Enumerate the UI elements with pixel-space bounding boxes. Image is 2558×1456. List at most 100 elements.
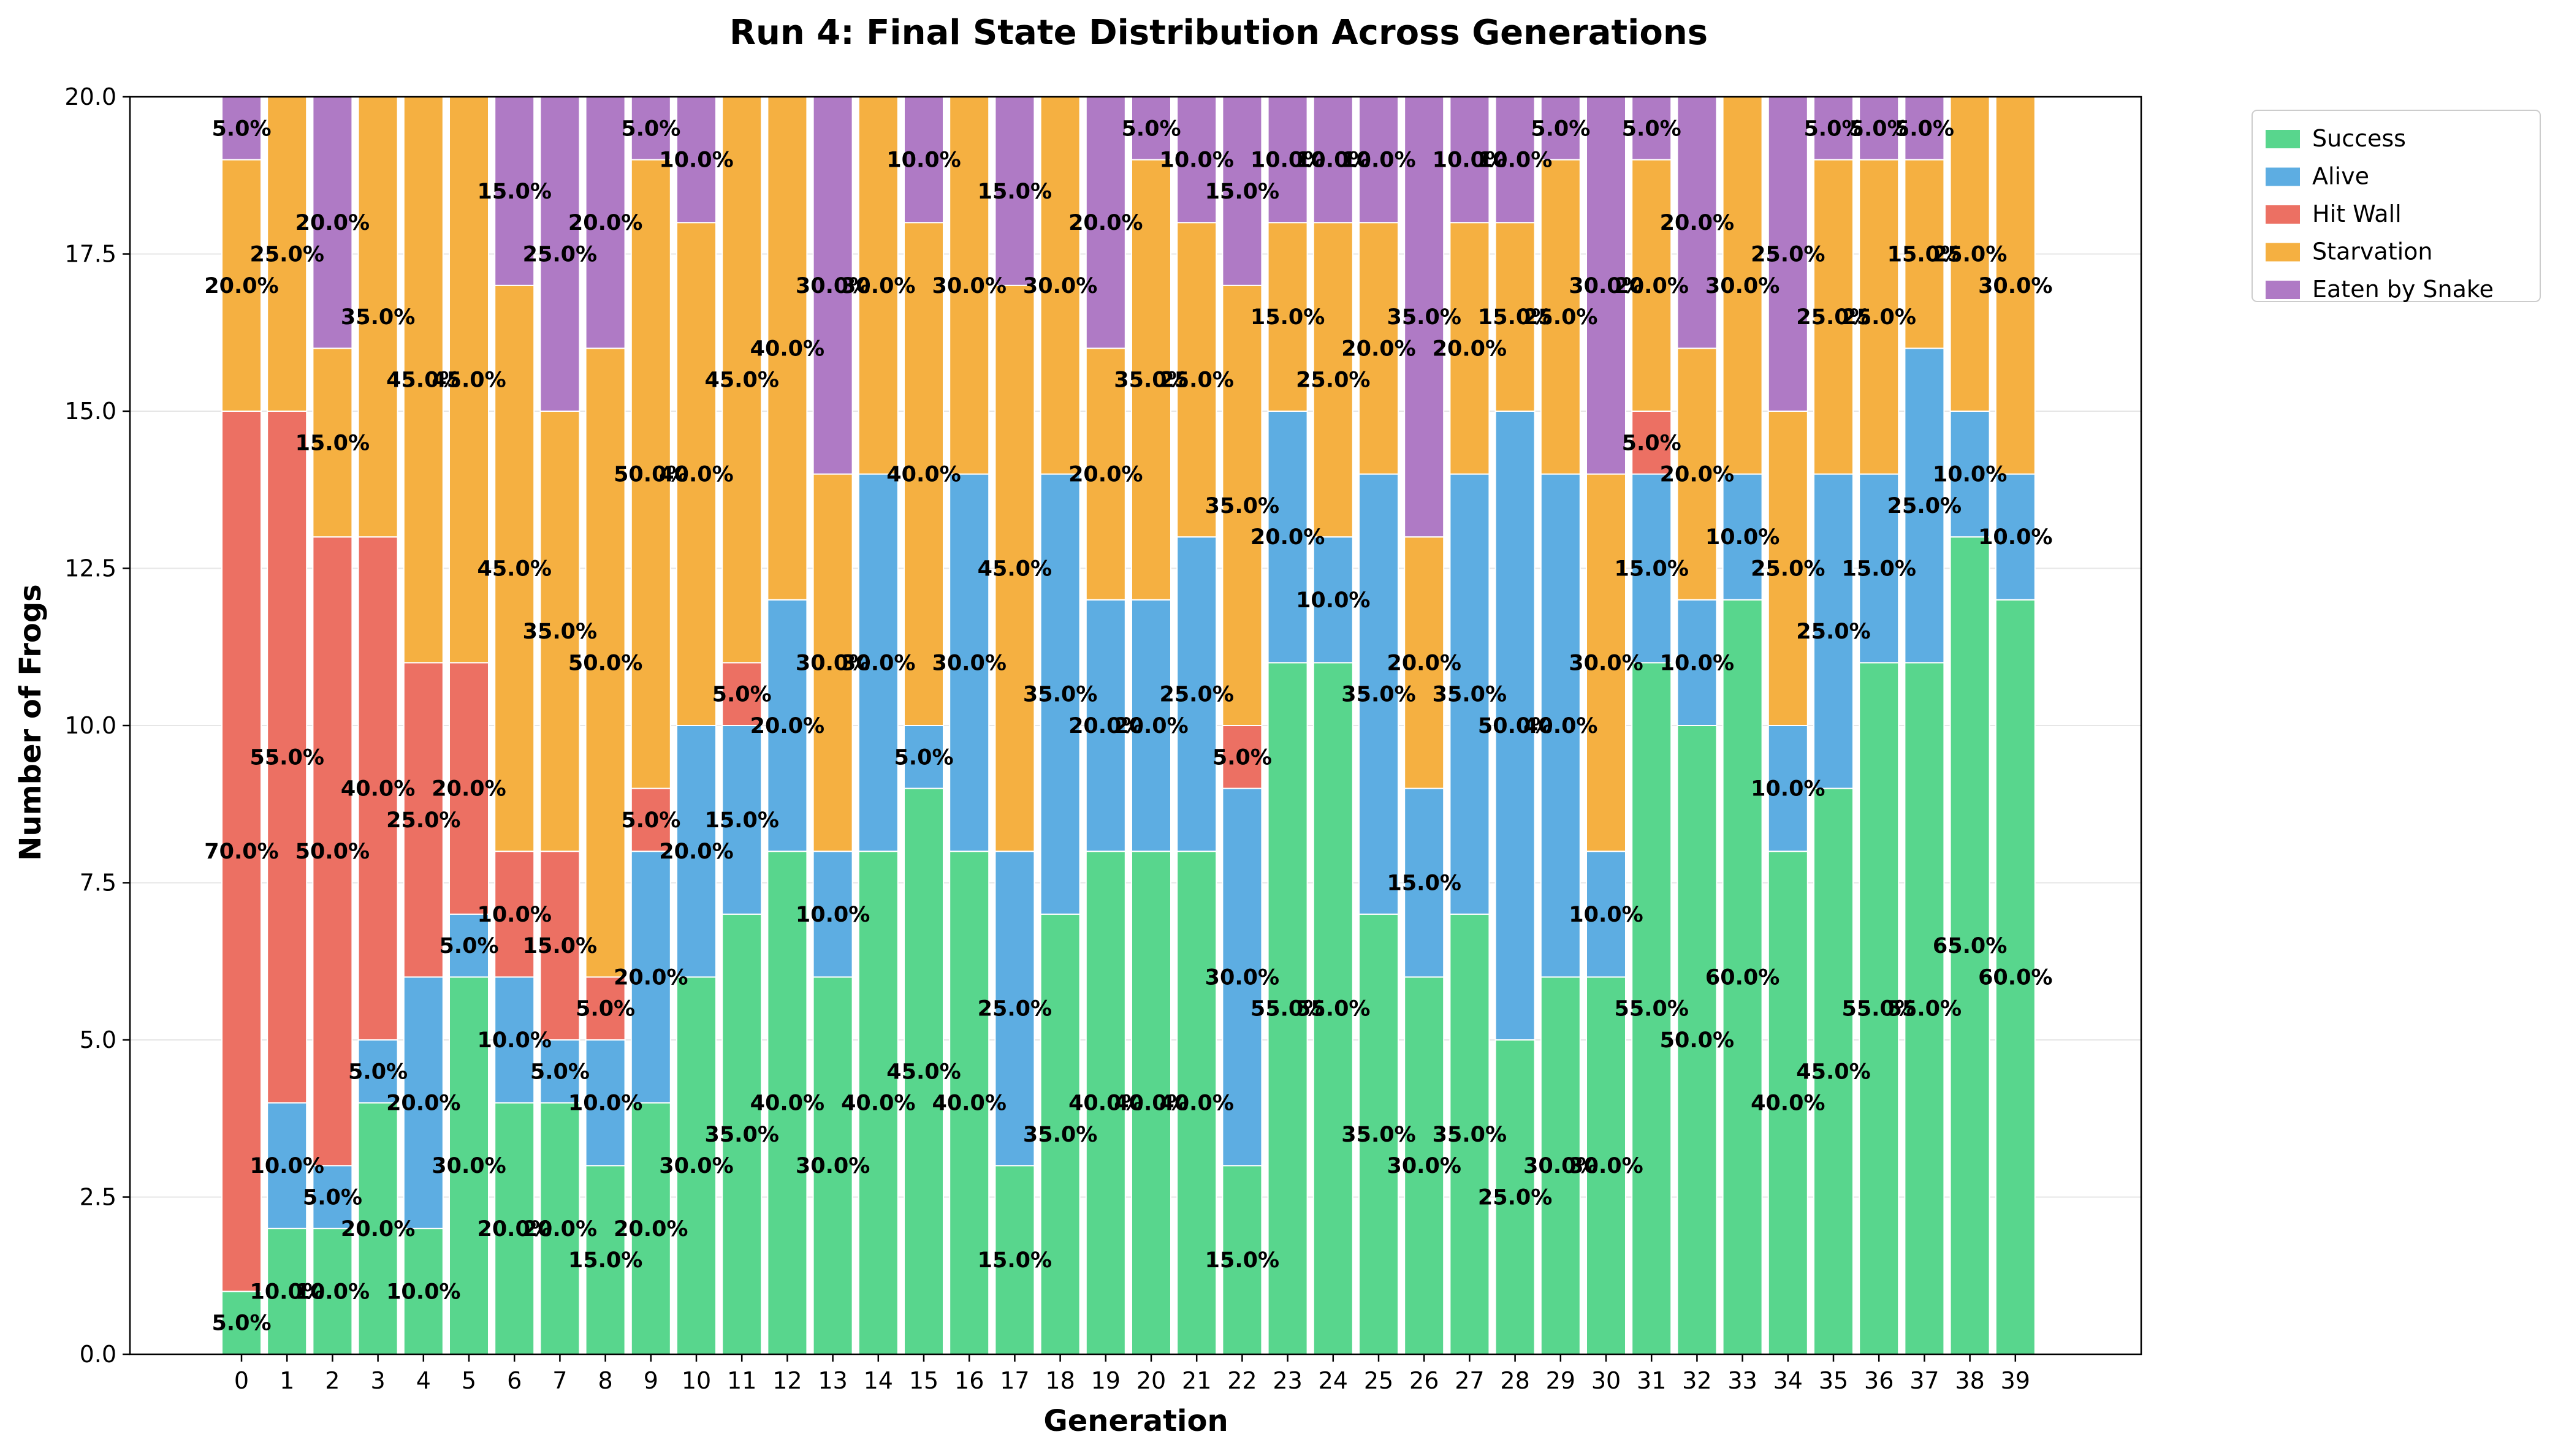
percent-label: 20.0%	[1114, 714, 1188, 738]
percent-label: 20.0%	[750, 714, 824, 738]
bar-segment	[721, 725, 763, 915]
bar-segment	[1949, 411, 1990, 538]
bar-segment	[1813, 96, 1854, 161]
percent-label: 10.0%	[1296, 148, 1370, 173]
percent-label: 15.0%	[295, 431, 370, 455]
percent-label: 30.0%	[1569, 274, 1643, 298]
x-tick-label: 37	[1909, 1367, 1939, 1394]
bar-segment	[1358, 913, 1399, 1356]
bar-segment	[1677, 599, 1718, 726]
bar-segment	[1904, 96, 1945, 161]
percent-label: 35.0%	[341, 305, 415, 330]
y-tick-label: 20.0	[64, 83, 116, 110]
bar-segment	[494, 851, 535, 978]
percent-label: 50.0%	[1660, 1028, 1734, 1053]
bar-segment	[904, 787, 944, 1355]
bars-layer	[221, 96, 2036, 1356]
bar-segment	[904, 222, 944, 726]
bar-segment	[1312, 96, 1353, 224]
bar-segment	[721, 662, 763, 727]
percent-label: 10.0%	[295, 1280, 370, 1304]
percent-label: 55.0%	[1296, 997, 1370, 1022]
bar-segment	[1722, 96, 1763, 475]
percent-label: 15.0%	[1887, 243, 1962, 267]
bar-segment	[812, 473, 853, 852]
percent-label: 25.0%	[1841, 305, 1916, 330]
percent-label: 45.0%	[432, 368, 506, 393]
percent-label: 30.0%	[796, 274, 870, 298]
x-tick-label: 32	[1682, 1367, 1711, 1394]
percent-label: 70.0%	[204, 840, 278, 864]
percent-label: 15.0%	[704, 808, 778, 833]
bar-segment	[1358, 96, 1399, 224]
percent-label: 30.0%	[796, 651, 870, 675]
x-tick-label: 22	[1227, 1367, 1257, 1394]
bar-segment	[1176, 536, 1217, 852]
percent-label: 20.0%	[1387, 651, 1461, 675]
percent-label: 35.0%	[1433, 683, 1507, 707]
bar-segment	[676, 96, 717, 224]
percent-label: 30.0%	[1205, 965, 1279, 990]
x-tick-label: 19	[1091, 1367, 1121, 1394]
percent-label: 45.0%	[1796, 1060, 1870, 1084]
bar-segment	[1404, 96, 1445, 538]
percent-label: 30.0%	[1387, 1154, 1461, 1178]
bar-segment	[403, 662, 444, 978]
percent-label: 10.0%	[568, 1091, 642, 1116]
percent-label: 10.0%	[1978, 525, 2052, 550]
percent-label: 45.0%	[704, 368, 778, 393]
percent-label: 20.0%	[341, 1217, 415, 1242]
percent-label: 5.0%	[439, 934, 498, 958]
percent-label: 30.0%	[932, 651, 1006, 675]
bar-segment	[1631, 96, 1672, 161]
x-tick-label: 13	[818, 1367, 847, 1394]
x-tick-label: 11	[727, 1367, 756, 1394]
bar-segment	[403, 1227, 444, 1356]
percent-label: 40.0%	[841, 1091, 915, 1116]
percent-label: 30.0%	[796, 1154, 870, 1178]
percent-label: 20.0%	[1433, 336, 1507, 361]
bar-segment	[676, 725, 717, 978]
bar-segment	[858, 96, 899, 475]
bar-segment	[221, 96, 262, 161]
bar-segment	[494, 976, 535, 1104]
percent-label: 30.0%	[932, 274, 1006, 298]
y-tick-label: 17.5	[64, 241, 116, 268]
bar-segment	[1449, 96, 1490, 224]
percent-label: 5.0%	[1803, 116, 1863, 141]
percent-label: 60.0%	[1978, 965, 2052, 990]
percent-label: 25.0%	[1887, 494, 1962, 518]
bar-segment	[312, 1227, 353, 1356]
x-tick-label: 2	[325, 1367, 340, 1394]
bar-segment	[1267, 222, 1308, 412]
percent-label: 50.0%	[568, 651, 642, 675]
x-tick-label: 6	[507, 1367, 522, 1394]
percent-label: 35.0%	[1341, 683, 1415, 707]
percent-label: 10.0%	[1569, 903, 1643, 927]
bar-segment	[1813, 159, 1854, 475]
bar-segment	[630, 159, 671, 789]
bar-segment	[1085, 96, 1126, 349]
bar-segment	[1631, 159, 1672, 412]
bar-segment	[1267, 96, 1308, 224]
bar-segment	[1540, 473, 1581, 978]
bar-segment	[767, 851, 808, 1355]
bar-segment	[949, 851, 990, 1355]
percent-label: 45.0%	[477, 557, 551, 582]
bar-segment	[585, 96, 626, 349]
bar-segment	[403, 96, 444, 664]
bar-segment	[1312, 222, 1353, 538]
percent-label: 10.0%	[886, 148, 961, 173]
percent-label: 5.0%	[712, 683, 772, 707]
bar-segment	[539, 1102, 580, 1355]
bar-segment	[858, 473, 899, 852]
percent-label: 30.0%	[1705, 274, 1780, 298]
bar-segment	[1677, 725, 1718, 1355]
percent-label: 5.0%	[894, 745, 953, 770]
bar-segment	[1312, 536, 1353, 664]
percent-label: 25.0%	[1796, 620, 1870, 644]
percent-label: 35.0%	[704, 1123, 778, 1147]
bar-segment	[721, 96, 763, 664]
percent-label: 10.0%	[1660, 651, 1734, 675]
bar-segment	[403, 976, 444, 1229]
